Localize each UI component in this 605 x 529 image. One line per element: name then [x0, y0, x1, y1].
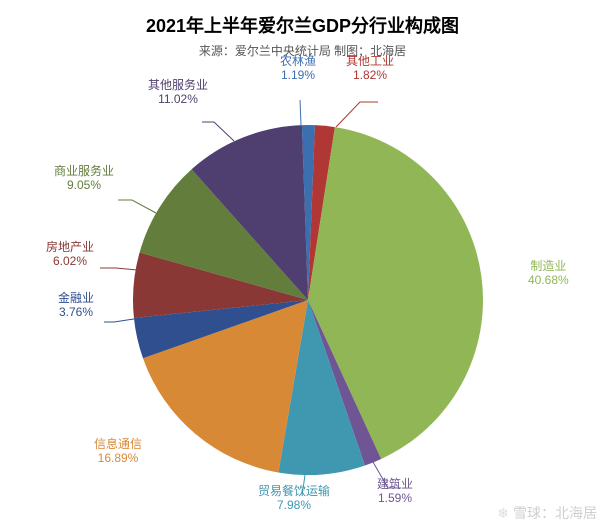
label-name-finance: 金融业 — [58, 291, 94, 305]
label-otherserv: 其他服务业11.02% — [148, 78, 208, 107]
label-value-bizserv: 9.05% — [54, 178, 114, 192]
label-value-realest: 6.02% — [46, 254, 94, 268]
label-value-otherind: 1.82% — [346, 68, 394, 82]
leader-realest — [100, 268, 137, 270]
label-realest: 房地产业6.02% — [46, 240, 94, 269]
label-name-info: 信息通信 — [94, 437, 142, 451]
label-name-constr: 建筑业 — [377, 477, 413, 491]
label-name-mfg: 制造业 — [528, 259, 569, 273]
label-name-otherserv: 其他服务业 — [148, 78, 208, 92]
label-trade: 贸易餐饮运输7.98% — [258, 484, 330, 513]
label-finance: 金融业3.76% — [58, 291, 94, 320]
leader-finance — [104, 319, 134, 322]
label-name-trade: 贸易餐饮运输 — [258, 484, 330, 498]
watermark-text: 雪球：北海居 — [513, 505, 597, 521]
label-value-mfg: 40.68% — [528, 273, 569, 287]
label-bizserv: 商业服务业9.05% — [54, 164, 114, 193]
label-name-bizserv: 商业服务业 — [54, 164, 114, 178]
label-value-trade: 7.98% — [258, 498, 330, 512]
label-name-realest: 房地产业 — [46, 240, 94, 254]
label-mfg: 制造业40.68% — [528, 259, 569, 288]
watermark-icon: ❄ — [497, 505, 509, 521]
leader-agri — [300, 100, 301, 125]
leader-otherind — [336, 102, 378, 127]
label-value-otherserv: 11.02% — [148, 92, 208, 106]
leader-otherserv — [202, 122, 234, 141]
label-info: 信息通信16.89% — [94, 437, 142, 466]
watermark: ❄雪球：北海居 — [497, 503, 597, 523]
label-agri: 农林渔1.19% — [280, 54, 316, 83]
label-value-info: 16.89% — [94, 451, 142, 465]
leader-bizserv — [118, 200, 156, 213]
label-value-finance: 3.76% — [58, 305, 94, 319]
label-name-otherind: 其他工业 — [346, 54, 394, 68]
label-otherind: 其他工业1.82% — [346, 54, 394, 83]
label-value-agri: 1.19% — [280, 68, 316, 82]
label-name-agri: 农林渔 — [280, 54, 316, 68]
label-value-constr: 1.59% — [377, 491, 413, 505]
label-constr: 建筑业1.59% — [377, 477, 413, 506]
